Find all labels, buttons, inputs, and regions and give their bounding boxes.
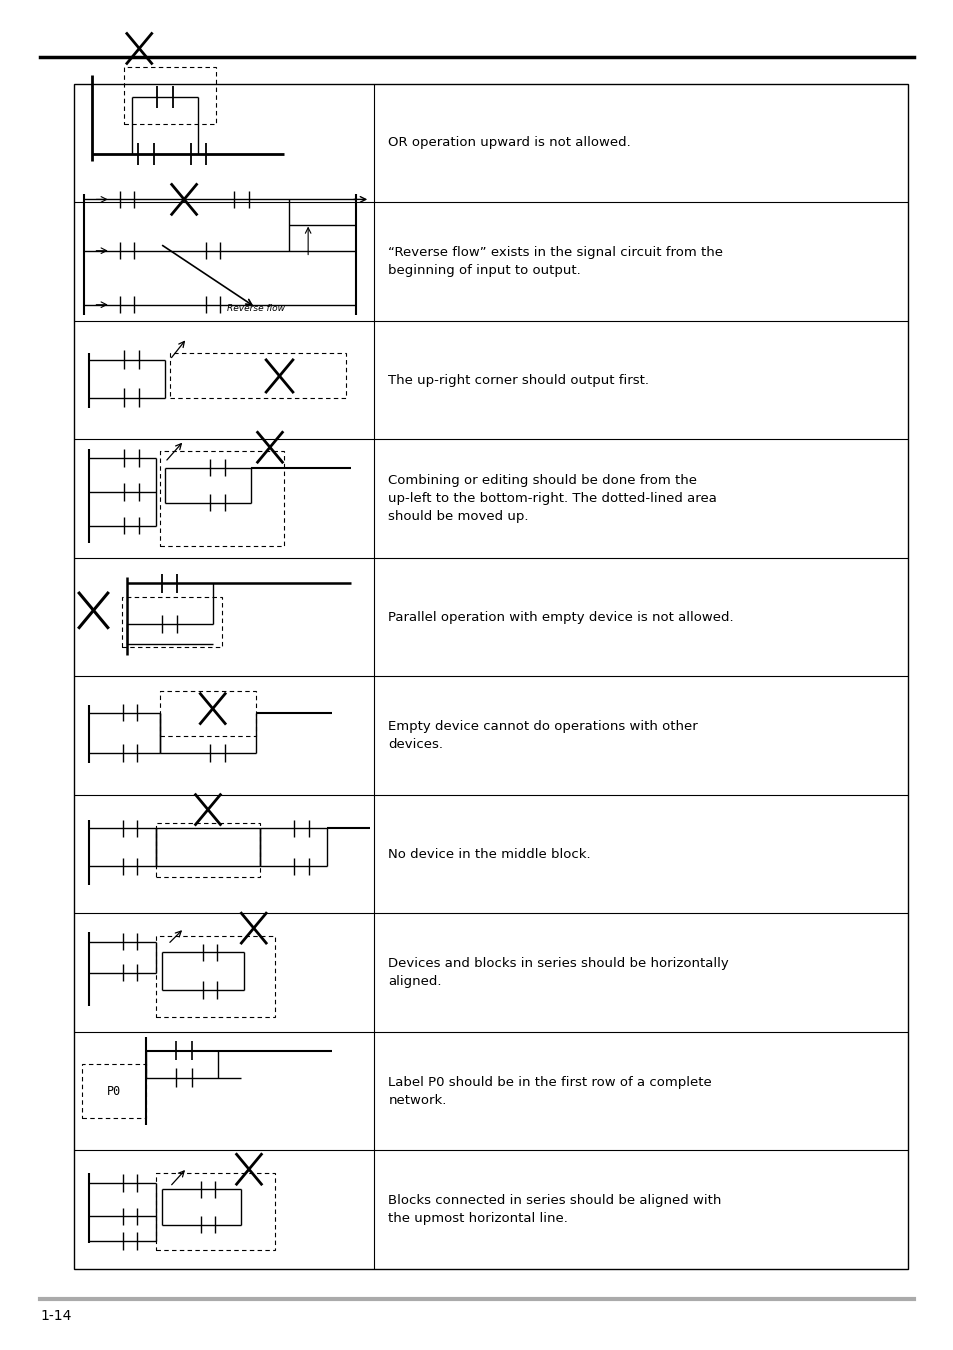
Bar <box>155 1173 274 1250</box>
Bar <box>82 1064 146 1118</box>
Text: Label P0 should be in the first row of a complete
network.: Label P0 should be in the first row of a… <box>388 1076 711 1107</box>
Text: Blocks connected in series should be aligned with
the upmost horizontal line.: Blocks connected in series should be ali… <box>388 1195 720 1226</box>
Text: 1-14: 1-14 <box>40 1310 71 1323</box>
Text: OR operation upward is not allowed.: OR operation upward is not allowed. <box>388 136 630 150</box>
Bar <box>74 84 907 1269</box>
Bar <box>155 937 274 1018</box>
Text: Parallel operation with empty device is not allowed.: Parallel operation with empty device is … <box>388 610 733 624</box>
Bar <box>160 691 255 736</box>
Bar <box>170 354 346 398</box>
Text: Reverse flow: Reverse flow <box>227 304 284 313</box>
Bar <box>124 68 215 124</box>
Text: P0: P0 <box>108 1084 121 1098</box>
Bar <box>122 597 222 647</box>
Text: Combining or editing should be done from the
up-left to the bottom-right. The do: Combining or editing should be done from… <box>388 474 717 522</box>
Bar <box>155 824 260 878</box>
Text: The up-right corner should output first.: The up-right corner should output first. <box>388 374 649 386</box>
Bar <box>160 451 284 545</box>
Text: Devices and blocks in series should be horizontally
aligned.: Devices and blocks in series should be h… <box>388 957 728 988</box>
Text: No device in the middle block.: No device in the middle block. <box>388 848 590 861</box>
Text: “Reverse flow” exists in the signal circuit from the
beginning of input to outpu: “Reverse flow” exists in the signal circ… <box>388 246 722 277</box>
Text: Empty device cannot do operations with other
devices.: Empty device cannot do operations with o… <box>388 720 698 751</box>
